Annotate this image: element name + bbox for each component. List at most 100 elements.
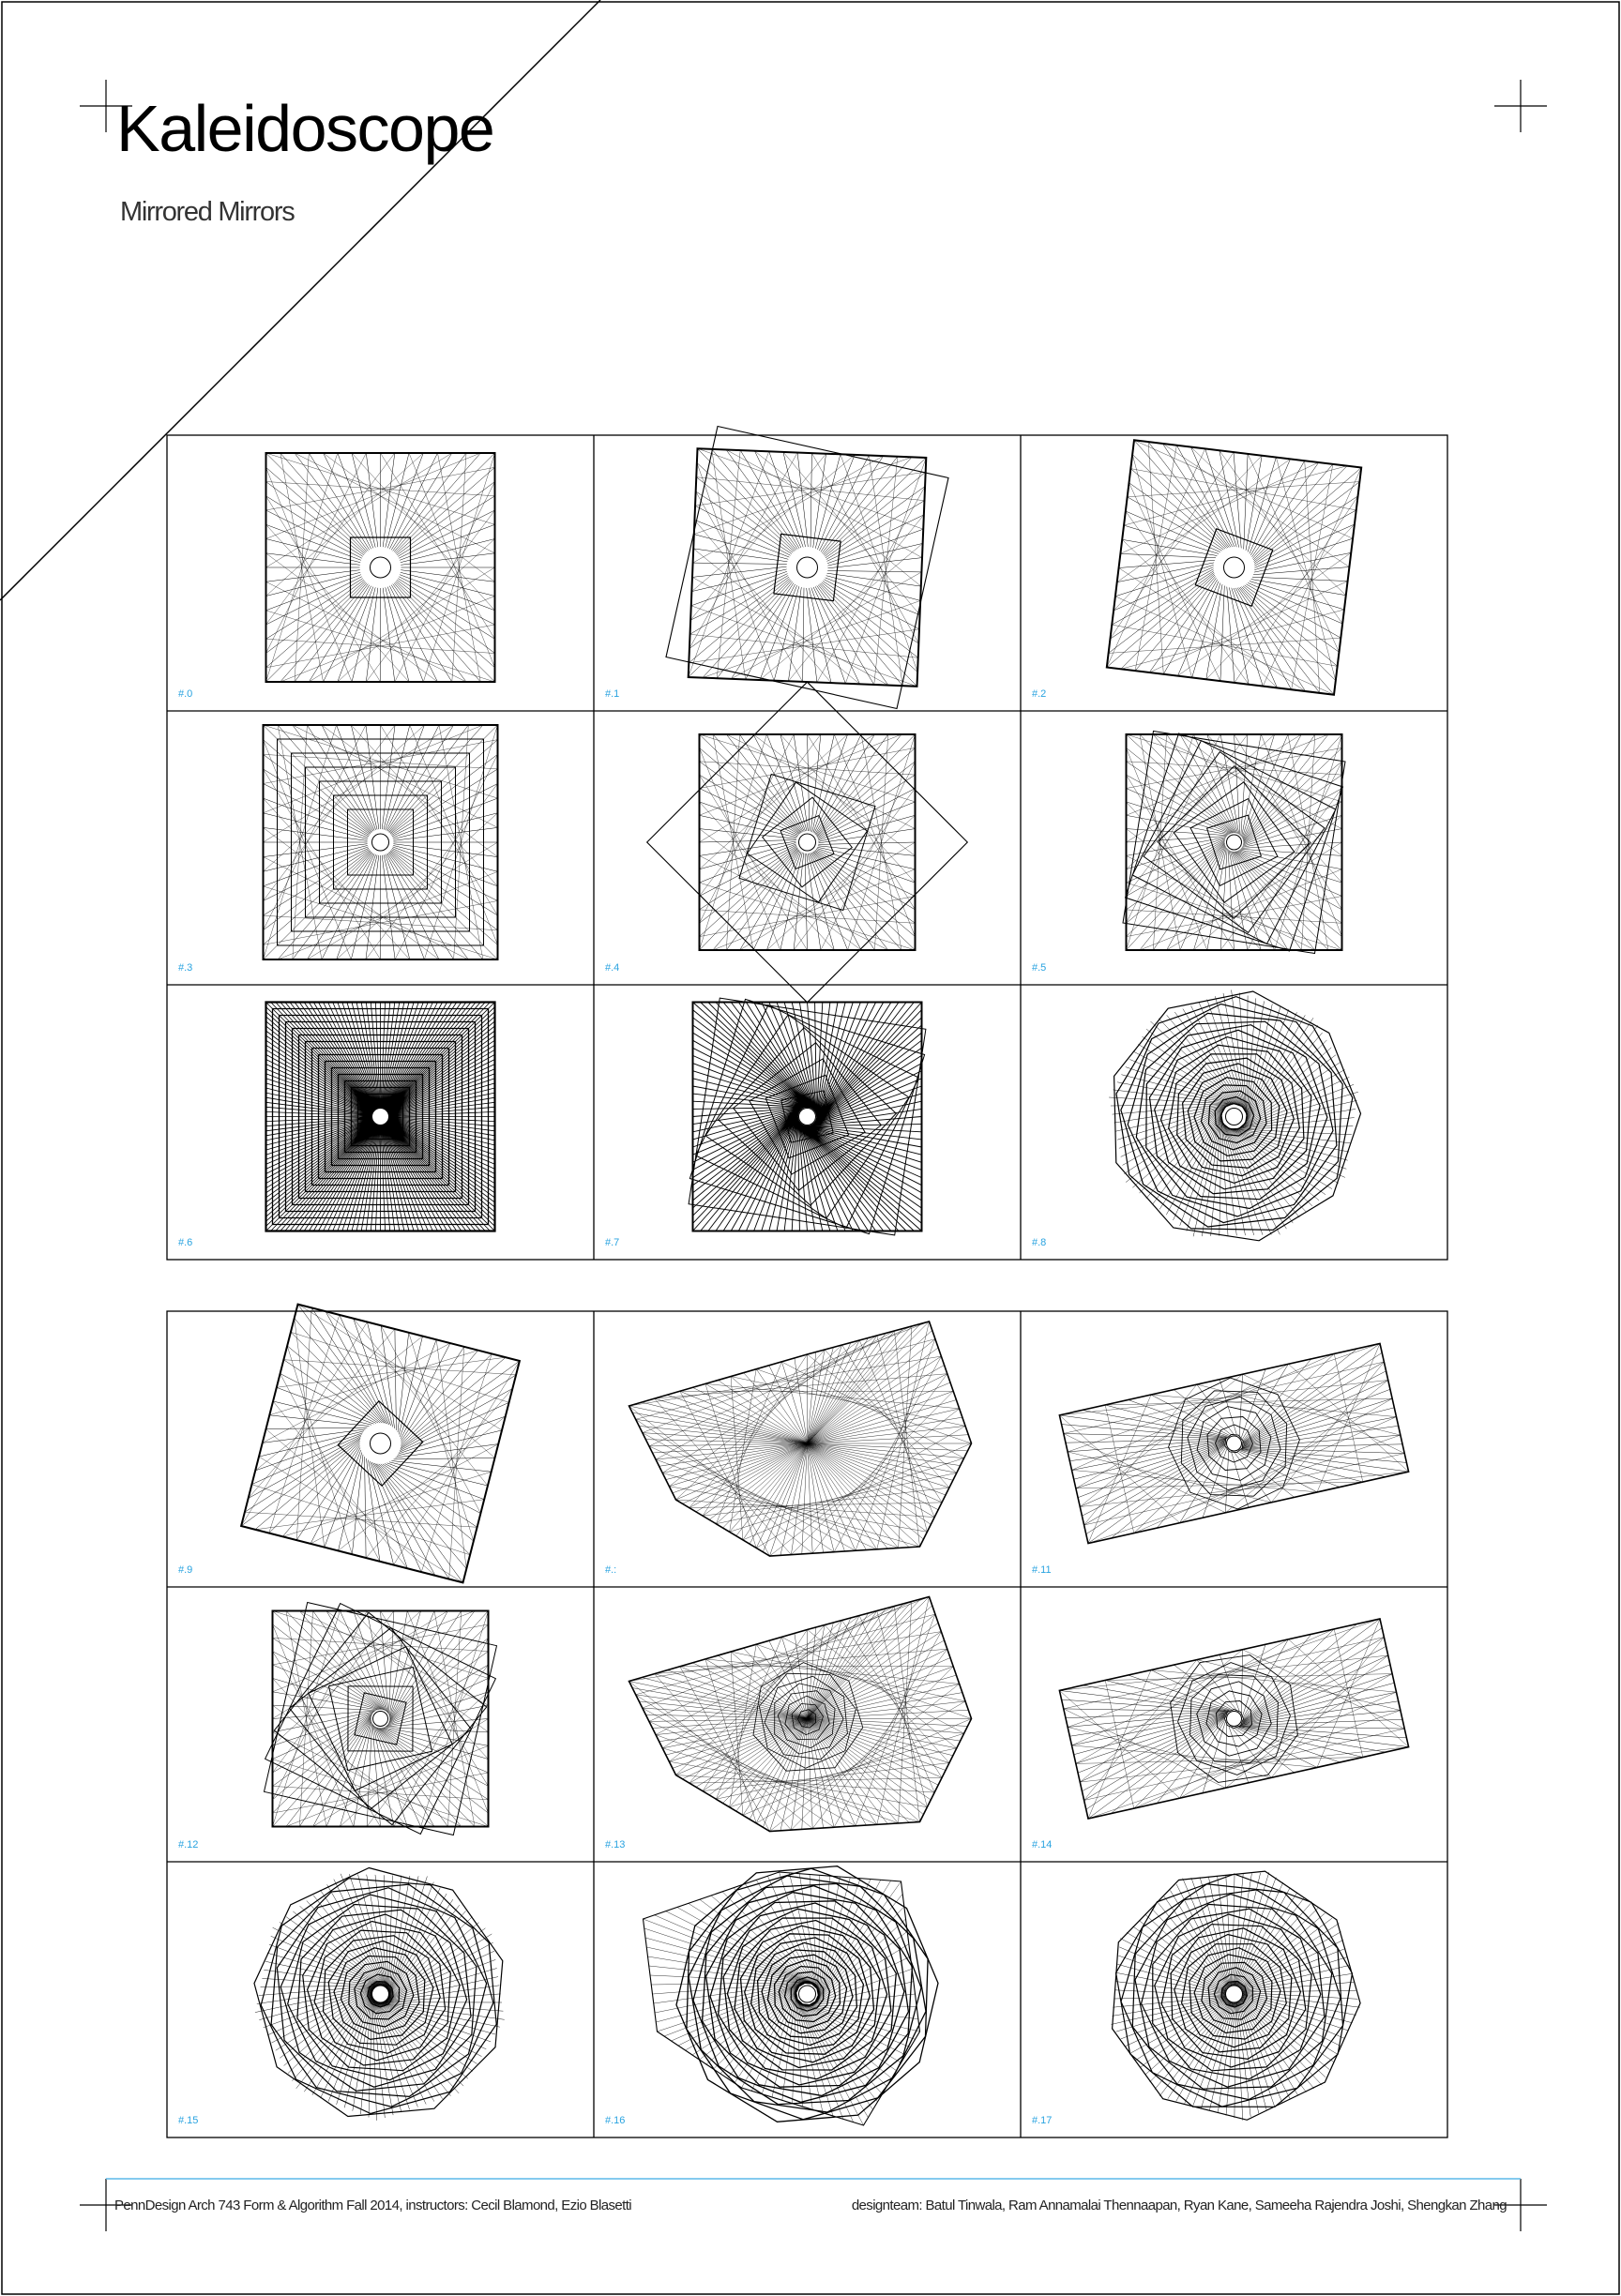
- spiral-layer: [1148, 1029, 1321, 1201]
- form-outline: [1173, 781, 1295, 903]
- form-fan: [272, 1610, 489, 1827]
- footer-credits: PennDesign Arch 743 Form & Algorithm Fal…: [114, 2198, 632, 2213]
- spiral-layer: [764, 1675, 848, 1760]
- form-outline: [327, 1666, 433, 1772]
- form-fan: [1059, 1618, 1409, 1820]
- spiral-layer: [744, 1933, 871, 2055]
- spiral-layer: [1160, 1924, 1307, 2068]
- panel-label: #.17: [1032, 2115, 1052, 2126]
- spiral-layer: [260, 1878, 497, 2115]
- center-hole: [370, 1432, 391, 1455]
- form-outline: [265, 452, 496, 683]
- form-rays: [699, 733, 916, 951]
- spiral-layer: [791, 1703, 824, 1736]
- panel-label: #.2: [1032, 688, 1046, 700]
- panel-label: #.3: [178, 962, 192, 974]
- spiral-layer: [758, 1672, 856, 1769]
- form-fan: [1106, 440, 1362, 695]
- form-rays: [240, 1304, 521, 1583]
- panel-label: #.5: [1032, 962, 1046, 974]
- spiral-layer: [322, 1935, 441, 2054]
- form-rays: [643, 1871, 920, 2126]
- spiral-layer: [302, 1913, 461, 2072]
- form-outline: [1105, 439, 1363, 696]
- panel-8: #.7: [605, 997, 927, 1248]
- spiral-layer: [280, 1894, 477, 2092]
- spiral-layer: [704, 1891, 910, 2097]
- panel-label: #.8: [1032, 1237, 1046, 1248]
- spiral-layer: [1170, 1927, 1302, 2061]
- form-outline: [749, 1058, 866, 1175]
- panel-label: #.1: [605, 688, 619, 700]
- spiral-layer: [1135, 1020, 1334, 1217]
- spiral-layer: [1120, 1003, 1343, 1228]
- panel-15: #.14: [1032, 1618, 1410, 1850]
- spiral-layer: [701, 1884, 914, 2104]
- spiral-layer: [1170, 1654, 1298, 1783]
- poster-subtitle: Mirrored Mirrors: [120, 197, 295, 227]
- footer-design-team: designteam: Batul Tinwala, Ram Annamalai…: [851, 2198, 1507, 2213]
- spiral-layer: [1200, 1084, 1267, 1151]
- panel-11: #.:: [605, 1321, 973, 1576]
- panel-label: #.6: [178, 1237, 192, 1248]
- form-rays: [1106, 440, 1362, 695]
- spiral-layer: [1145, 1024, 1328, 1210]
- spiral-layer: [675, 1866, 939, 2122]
- spiral-layer: [253, 1866, 504, 2118]
- spiral-layer: [795, 1982, 820, 2006]
- spiral-layer: [709, 1900, 905, 2088]
- form-outline: [349, 536, 412, 598]
- center-hole: [370, 556, 391, 579]
- panel-3: #.2: [1032, 439, 1363, 700]
- spiral-layer: [1113, 990, 1362, 1242]
- spiral-layer: [313, 1929, 447, 2062]
- panel-grid-1: [166, 434, 1448, 1261]
- spiral-layer: [1127, 1012, 1338, 1224]
- center-hole: [1226, 1435, 1242, 1452]
- crop-mark: [1494, 80, 1547, 132]
- spiral-layer: [797, 1709, 817, 1729]
- panel-label: #.7: [605, 1237, 619, 1248]
- form-rays: [1126, 733, 1342, 951]
- spiral-layer: [1152, 1908, 1322, 2080]
- center-hole: [798, 1108, 816, 1125]
- spiral-layer: [296, 1909, 468, 2081]
- panel-label: #.12: [178, 1839, 198, 1850]
- panel-label: #.9: [178, 1564, 192, 1576]
- spiral-layer: [718, 1902, 897, 2086]
- center-hole: [798, 833, 816, 852]
- form-rays: [629, 1321, 972, 1557]
- form-outline: [263, 1601, 498, 1836]
- form-outline: [1122, 730, 1346, 955]
- form-outline: [704, 1014, 910, 1219]
- spiral-layer: [1168, 1377, 1300, 1510]
- center-hole: [371, 1985, 389, 2003]
- form-outline: [765, 1074, 850, 1159]
- form-rays: [265, 452, 495, 683]
- poster-title: Kaleidoscope: [116, 92, 495, 165]
- center-hole: [1225, 1108, 1243, 1125]
- form-outline: [1143, 750, 1326, 934]
- form-outline: [687, 447, 928, 687]
- panel-label: #.0: [178, 688, 192, 700]
- form-outline: [732, 1041, 883, 1192]
- spiral-layer: [692, 1882, 922, 2106]
- panel-label: #.15: [178, 2115, 198, 2126]
- form-outline: [694, 1004, 920, 1230]
- spiral-layer: [1187, 1396, 1281, 1491]
- spiral-layer: [287, 1903, 472, 2088]
- form-rays: [688, 448, 927, 687]
- spiral-layer: [1159, 1044, 1305, 1190]
- spiral-layer: [1114, 1873, 1354, 2107]
- panel-2: #.1: [605, 425, 949, 710]
- panel-label: #.:: [605, 1564, 616, 1576]
- spiral-layer: [1154, 1035, 1312, 1195]
- spiral-layer: [1180, 1943, 1287, 2048]
- form-rays: [1111, 1872, 1360, 2121]
- spiral-layer: [1196, 1406, 1272, 1481]
- panel-label: #.4: [605, 962, 619, 974]
- form-outline: [1205, 814, 1263, 870]
- spiral-layer: [1154, 1913, 1312, 2072]
- form-outline: [337, 1399, 424, 1488]
